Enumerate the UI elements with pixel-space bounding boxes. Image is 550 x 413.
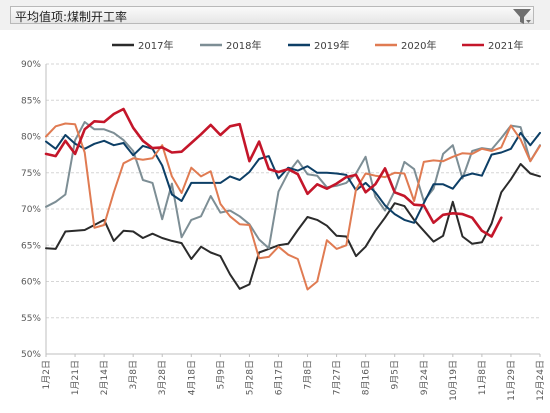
pivot-header: 平均值项:煤制开工率 [0, 0, 550, 30]
y-tick-label: 80% [21, 133, 41, 143]
legend-label: 2020年 [401, 39, 436, 52]
series-line-2021年 [44, 107, 503, 238]
y-tick-label: 75% [21, 169, 41, 179]
y-tick-label: 90% [21, 60, 41, 70]
y-axis: 50% 55% 60% 65% 70% 75% 80% 85% 90% [21, 60, 47, 360]
x-tick-label: 1月2日 [41, 360, 52, 389]
filter-icon[interactable] [511, 7, 533, 27]
series-line-2020年 [45, 122, 541, 291]
x-tick-label: 10月19日 [448, 360, 459, 401]
y-tick-label: 60% [21, 278, 41, 288]
x-axis: 1月2日 1月21日 2月14日 3月8日 3月28日 4月18日 5月9日 5月28日 6月1… [41, 353, 546, 401]
x-tick-label: 7月27日 [332, 360, 343, 395]
y-tick-label: 65% [21, 241, 41, 251]
series-line-2018年 [45, 121, 541, 250]
legend-label: 2017年 [138, 39, 173, 52]
chart-gridlines [46, 63, 540, 355]
y-tick-label: 70% [21, 205, 41, 215]
y-tick-label: 55% [21, 314, 41, 324]
series-line-2017年 [45, 163, 541, 290]
legend-label: 2018年 [226, 39, 261, 52]
legend-label: 2019年 [314, 39, 349, 52]
x-tick-label: 4月18日 [186, 360, 197, 395]
x-tick-label: 6月17日 [273, 360, 284, 395]
x-tick-label: 8月16日 [361, 360, 372, 395]
chart-legend: 2017年 2018年 2019年 2020年 2021年 [112, 39, 523, 52]
x-tick-label: 11月29日 [506, 360, 517, 401]
x-tick-label: 11月8日 [477, 360, 488, 395]
x-tick-label: 7月8日 [303, 360, 314, 389]
x-tick-label: 1月21日 [70, 360, 81, 395]
series-line-2019年 [45, 131, 541, 224]
x-tick-label: 9月24日 [419, 360, 430, 395]
y-tick-label: 85% [21, 96, 41, 106]
line-chart: 50% 55% 60% 65% 70% 75% 80% 85% 90% 1月2日 1月21日 2月1… [21, 39, 546, 401]
y-tick-label: 50% [21, 350, 41, 360]
x-tick-label: 12月24日 [535, 360, 546, 401]
chart-series [44, 107, 541, 291]
x-tick-label: 3月8日 [128, 360, 139, 389]
pivot-field-button[interactable]: 平均值项:煤制开工率 [10, 6, 534, 24]
x-tick-label: 5月28日 [244, 360, 255, 395]
x-tick-label: 3月28日 [157, 360, 168, 395]
x-tick-label: 9月5日 [390, 360, 401, 389]
legend-label: 2021年 [488, 39, 523, 52]
pivot-field-label: 平均值项:煤制开工率 [15, 10, 128, 24]
x-tick-label: 2月14日 [99, 360, 110, 395]
x-tick-label: 5月9日 [215, 360, 226, 389]
